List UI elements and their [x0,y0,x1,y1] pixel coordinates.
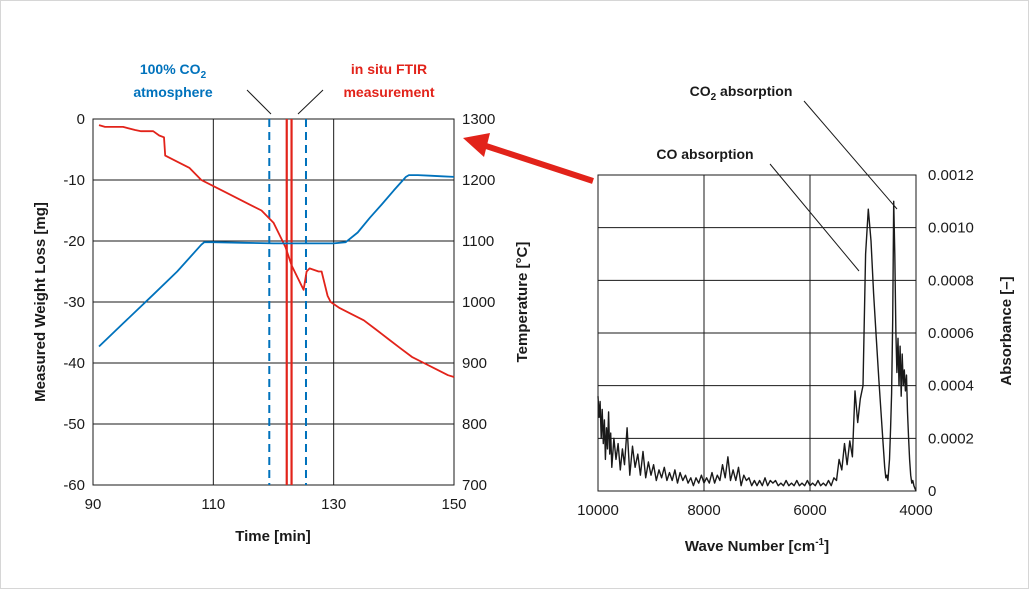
tga-y2-tick-label: 800 [462,416,487,433]
tga-y-tick-label: 0 [77,111,85,128]
spectrum-x-tick-label: 6000 [793,502,826,519]
spectrum-tick-labels: 0.0012 0.0010 0.0008 0.0006 0.0004 0.0002 0 100… [577,167,974,519]
spectrum-x-tick-label: 8000 [687,502,720,519]
co2-atmosphere-line1: 100% CO [140,61,201,77]
tga-y-axis-title: Measured Weight Loss [mg] [32,202,49,402]
weight-loss-line [98,124,455,378]
tga-x-tick-label: 130 [321,496,346,513]
spectrum-y-tick-label: 0.0004 [928,378,974,395]
co2-absorption-sub: 2 [711,92,717,103]
co2-absorption-main: CO [690,83,711,99]
tga-plot-frame [92,118,455,486]
co2-atmosphere-line2: atmosphere [133,84,213,100]
co2-absorption-leader [803,100,898,210]
spectrum-y-tick-label: 0.0006 [928,325,974,342]
tga-y-tick-label: -40 [63,355,85,372]
spectrum-x-title-sup: -1 [815,537,824,548]
ftir-leader [297,89,324,115]
tga-gridlines [93,119,454,485]
tga-y2-tick-label: 900 [462,355,487,372]
spectrum-series [597,200,917,492]
tga-x-tick-label: 90 [85,496,102,513]
tga-y2-tick-label: 1300 [462,111,495,128]
tga-tick-labels: 0 -10 -20 -30 -40 -50 -60 1300 1200 1100 1000 900 80… [63,111,495,513]
co2-atmosphere-sub: 2 [201,70,207,81]
co2-atmosphere-leader [246,89,272,115]
spectrum-gridlines [598,175,916,491]
tga-chart: 0 -10 -20 -30 -40 -50 -60 1300 1200 1100 1000 900 80… [32,61,531,545]
tga-y-tick-label: -30 [63,294,85,311]
tga-y2-tick-label: 1200 [462,172,495,189]
spectrum-x-title-main: Wave Number [cm [685,538,815,555]
spectrum-x-tick-label: 4000 [899,502,932,519]
tga-x-tick-label: 110 [201,496,225,513]
link-arrow-head [463,133,490,157]
spectrum-plot-frame [597,174,917,492]
spectrum-x-axis-title: Wave Number [cm-1] [685,537,829,555]
spectrum-y-tick-label: 0.0002 [928,430,974,447]
ftir-label-line1: in situ FTIR [351,61,427,77]
tga-y-tick-label: -10 [63,172,85,189]
tga-y-tick-label: -50 [63,416,85,433]
spectrum-y-tick-label: 0.0008 [928,272,974,289]
spectrum-y-tick-label: 0 [928,483,936,500]
spectrum-y-tick-label: 0.0012 [928,167,974,184]
tga-y2-tick-label: 1000 [462,294,495,311]
absorbance-spectrum-line [597,200,917,492]
temperature-line [98,174,455,348]
ftir-spectrum-chart: 0.0012 0.0010 0.0008 0.0006 0.0004 0.0002 0 100… [577,83,1015,555]
tga-event-markers [268,119,307,485]
tga-y-tick-label: -20 [63,233,85,250]
ftir-label-line2: measurement [343,84,434,100]
co2-absorption-label: CO2 absorption [690,83,793,103]
spectrum-x-tick-label: 10000 [577,502,619,519]
co2-atmosphere-label: 100% CO2 [140,61,207,81]
co2-absorption-end: absorption [716,83,792,99]
tga-y2-axis-title: Temperature [°C] [514,242,531,363]
tga-y-tick-label: -60 [63,477,85,494]
co-absorption-label: CO absorption [656,146,753,162]
tga-x-tick-label: 150 [441,496,466,513]
tga-x-axis-title: Time [min] [235,528,311,545]
link-arrow [463,133,594,184]
spectrum-y-tick-label: 0.0010 [928,220,974,237]
co-absorption-leader [769,163,860,272]
link-arrow-shaft [482,142,594,184]
tga-series [98,124,455,378]
spectrum-x-title-end: ] [824,538,829,555]
spectrum-y-axis-title: Absorbance [–] [998,276,1015,385]
tga-y2-tick-label: 700 [462,477,487,494]
tga-y2-tick-label: 1100 [462,233,494,250]
